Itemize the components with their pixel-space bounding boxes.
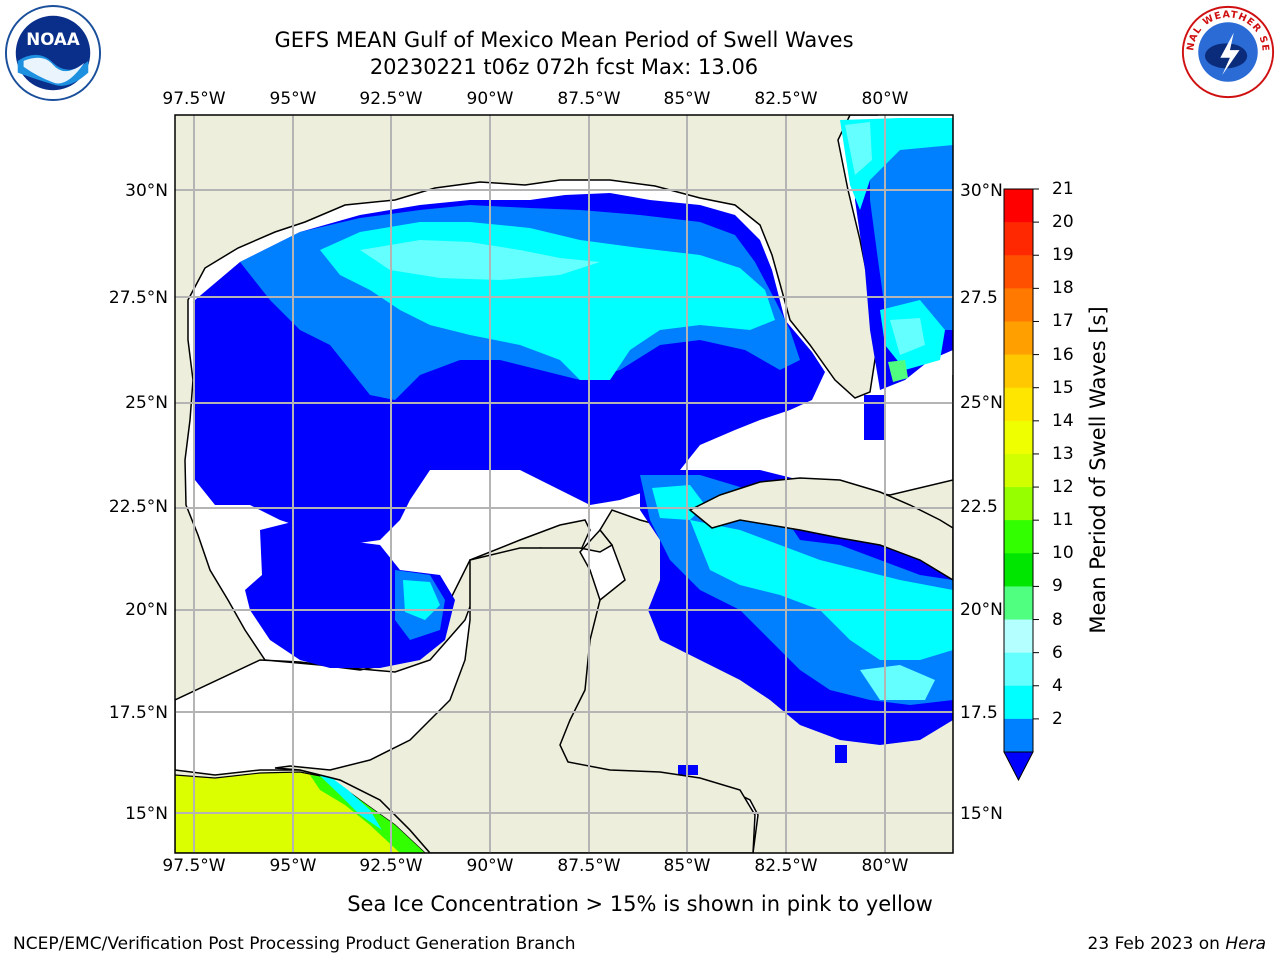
colorbar-swatch — [1004, 453, 1033, 488]
colorbar — [1003, 188, 1039, 782]
footnote-text: Sea Ice Concentration > 15% is shown in … — [347, 892, 933, 916]
lon-label: 80°W — [861, 89, 909, 109]
credit-branch: NCEP/EMC/Verification Post Processing Pr… — [13, 934, 576, 954]
colorbar-extend-arrow — [1003, 751, 1034, 782]
colorbar-label: 10 — [1052, 543, 1074, 564]
colorbar-swatch — [1004, 288, 1033, 322]
colorbar-label: 4 — [1052, 675, 1063, 696]
colorbar-label: 6 — [1052, 642, 1063, 663]
lat-label: 25°N — [125, 393, 168, 413]
colorbar-swatch — [1004, 718, 1033, 753]
colorbar-swatch — [1004, 652, 1033, 687]
lat-label: 25°N — [960, 393, 1003, 413]
lon-label: 95°W — [269, 89, 317, 109]
colorbar-swatch — [1004, 222, 1033, 256]
colorbar-swatch — [1004, 354, 1033, 389]
lon-label: 85°W — [663, 856, 711, 876]
lon-label: 97.5°W — [162, 856, 226, 876]
lon-label: 90°W — [466, 856, 514, 876]
colorbar-label: 8 — [1052, 609, 1063, 630]
colorbar-label: 18 — [1052, 278, 1074, 299]
colorbar-swatch — [1004, 420, 1033, 455]
colorbar-label: 17 — [1052, 311, 1074, 332]
colorbar-title: Mean Period of Swell Waves [s] — [1086, 306, 1110, 634]
colorbar-swatch — [1004, 520, 1033, 554]
colorbar-label: 2 — [1052, 708, 1063, 729]
lat-label: 22.5°N — [108, 497, 168, 517]
nws-logo: NATIONAL WEATHER SERVICE — [1180, 4, 1275, 99]
svg-text:NOAA: NOAA — [26, 30, 80, 49]
colorbar-label: 13 — [1052, 443, 1074, 464]
colorbar-swatch — [1004, 255, 1033, 289]
lat-label: 20°N — [960, 600, 1003, 620]
credit-host: Hera — [1225, 934, 1266, 954]
lon-label: 97.5°W — [162, 89, 226, 109]
lat-label: 30°N — [125, 181, 168, 201]
colorbar-label: 16 — [1052, 344, 1074, 365]
colorbar-swatch — [1004, 321, 1033, 356]
graticule — [175, 115, 953, 853]
lat-label: 15°N — [125, 804, 168, 824]
lon-label: 92.5°W — [359, 89, 423, 109]
colorbar-label: 20 — [1052, 212, 1074, 233]
credit-date-text: 23 Feb 2023 on — [1087, 934, 1226, 954]
swell-lightcyan-regions — [360, 122, 935, 700]
colorbar-label: 21 — [1052, 179, 1074, 199]
lon-label: 80°W — [861, 856, 909, 876]
lat-label: 27.5°N — [108, 288, 168, 308]
cuba-land — [688, 477, 953, 581]
colorbar-label: 11 — [1052, 510, 1074, 531]
sea-ice-footnote: Sea Ice Concentration > 15% is shown in … — [0, 892, 1280, 916]
colorbar-label: 14 — [1052, 410, 1074, 431]
lon-label: 95°W — [269, 856, 317, 876]
colorbar-border — [1003, 188, 1034, 753]
lat-label: 27.5 — [960, 288, 998, 308]
map-title: GEFS MEAN Gulf of Mexico Mean Period of … — [274, 28, 854, 52]
credit-date: 23 Feb 2023 on Hera — [1088, 934, 1266, 954]
colorbar-label: 19 — [1052, 245, 1074, 266]
map-border — [174, 114, 954, 854]
lat-label: 30°N — [960, 181, 1003, 201]
colorbar-swatch — [1004, 487, 1033, 521]
lon-label: 92.5°W — [359, 856, 423, 876]
map-subtitle: 20230221 t06z 072h fcst Max: 13.06 — [369, 55, 759, 79]
colorbar-swatch — [1004, 553, 1033, 587]
lat-label: 22.5 — [960, 497, 998, 517]
colorbar-label: 12 — [1052, 477, 1074, 498]
lon-label: 85°W — [663, 89, 711, 109]
colorbar-swatch — [1004, 387, 1033, 422]
noaa-logo: NOAA — [4, 4, 102, 102]
colorbar-label: 9 — [1052, 576, 1063, 597]
lon-label: 90°W — [466, 89, 514, 109]
swell-green-patch — [888, 360, 908, 382]
colorbar-label: 15 — [1052, 377, 1074, 398]
lon-label: 87.5°W — [557, 856, 621, 876]
colorbar-swatch — [1004, 685, 1033, 720]
colorbar-swatch — [1004, 619, 1033, 654]
lat-label: 17.5°N — [108, 703, 168, 723]
lat-label: 15°N — [960, 804, 1003, 824]
colorbar-swatch — [1004, 586, 1033, 621]
lon-label: 82.5°W — [754, 89, 818, 109]
colorbar-swatch — [1004, 189, 1033, 223]
lat-label: 20°N — [125, 600, 168, 620]
lon-label: 87.5°W — [557, 89, 621, 109]
lon-label: 82.5°W — [754, 856, 818, 876]
lat-label: 17.5 — [960, 703, 998, 723]
